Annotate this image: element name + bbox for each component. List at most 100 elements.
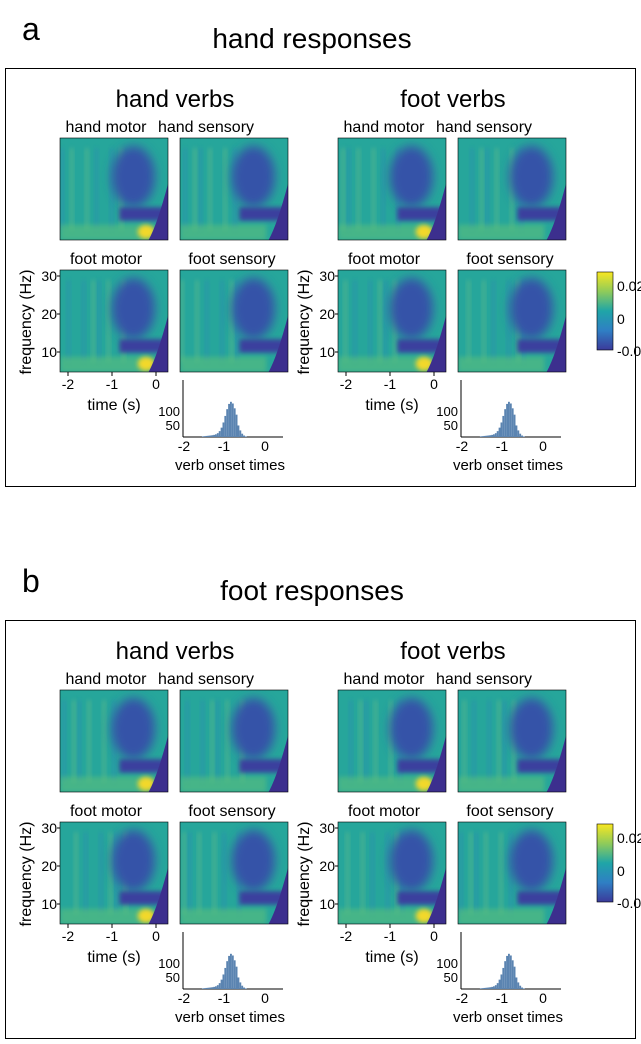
heatmap-streak (371, 148, 375, 230)
y-tick-label: 30 (319, 268, 335, 284)
heatmap-blob (232, 278, 275, 339)
heatmap-low (180, 777, 266, 792)
heatmap-low (60, 909, 146, 924)
heatmap-streak (459, 832, 463, 914)
cell-title: foot motor (348, 251, 421, 268)
hist-bar (510, 403, 512, 437)
hist-bar (232, 955, 234, 989)
hist-x-tick-label: -2 (456, 990, 469, 1006)
heatmap-low (458, 357, 544, 372)
heatmap (60, 822, 173, 924)
heatmap-streak (353, 280, 357, 362)
hist-bar (234, 960, 236, 989)
hist-bar (239, 982, 241, 989)
heatmap-streak (216, 700, 220, 782)
hist-y-tick-label: 50 (444, 970, 458, 985)
heatmap-blob (390, 278, 433, 339)
heatmap-blob (112, 278, 155, 339)
hist-x-tick-label: -2 (456, 438, 469, 454)
hist-x-tick-label: -1 (218, 990, 231, 1006)
heatmap-blob (510, 830, 553, 891)
heatmap-low (458, 909, 544, 924)
heatmap-streak (472, 700, 476, 782)
x-tick-label: -1 (106, 928, 119, 944)
heatmap-blob (390, 830, 433, 891)
heatmap-blob (232, 698, 275, 759)
hist-bar (484, 988, 486, 989)
hist-x-tick-label: -1 (496, 438, 509, 454)
hist-bar (234, 408, 236, 437)
hist-bar (228, 956, 230, 989)
hist-bar (489, 987, 491, 989)
heatmap-streak (210, 700, 214, 782)
heatmap-streak (364, 700, 368, 782)
hist-bar (493, 986, 495, 989)
hist-bar (219, 431, 221, 437)
heatmap-streak (341, 148, 345, 230)
heatmap-streak (183, 148, 187, 230)
heatmap-blob (510, 698, 553, 759)
hist-bar (202, 436, 204, 437)
cell-title: foot sensory (466, 803, 553, 820)
cell-title: foot sensory (466, 251, 553, 268)
heatmap-streak (378, 280, 382, 362)
heatmap-streak (361, 832, 365, 914)
hist-bar (480, 988, 482, 989)
hist-bar (238, 425, 240, 437)
heatmap-streak (370, 832, 374, 914)
colorbar-label: -0.02 (617, 895, 641, 911)
heatmap (338, 822, 451, 924)
group-title: hand verbs (116, 86, 235, 113)
heatmap-streak (60, 148, 64, 230)
heatmap (60, 138, 173, 240)
hist-bar (211, 435, 213, 437)
heatmap-streak (485, 148, 489, 230)
hist-bar (514, 967, 516, 989)
x-tick-label: 0 (152, 928, 160, 944)
heatmap-streak (223, 148, 227, 230)
hist-bar (232, 403, 234, 437)
heatmap-streak (497, 700, 501, 782)
hist-bar (495, 433, 497, 437)
hist-bar (516, 425, 518, 437)
heatmap-streak (84, 832, 88, 914)
heatmap-streak (462, 700, 466, 782)
heatmap-streak (491, 280, 495, 362)
hist-bar (221, 428, 223, 437)
heatmap-low (180, 909, 266, 924)
hist-bar (239, 430, 241, 437)
hist-bar (521, 436, 523, 437)
hist-bar (223, 974, 225, 989)
heatmap-streak (467, 280, 471, 362)
x-tick-label: -2 (62, 376, 75, 392)
cell-title: hand sensory (436, 671, 532, 688)
hist-bar (501, 974, 503, 989)
hist-bar (221, 980, 223, 989)
hist-bar (502, 968, 504, 989)
hist-y-tick-label: 50 (166, 418, 180, 433)
hist-bar (241, 434, 243, 437)
hist-bar (512, 408, 514, 437)
hist-bar (512, 960, 514, 989)
hist-y-tick-label: 50 (166, 970, 180, 985)
y-tick-label: 20 (319, 306, 335, 322)
hist-bar (208, 436, 210, 437)
colorbar-label: 0 (617, 863, 625, 879)
heatmap-streak (110, 148, 114, 230)
hist-bar (209, 987, 211, 989)
colorbar-label: 0 (617, 311, 625, 327)
hist-bar (504, 961, 506, 989)
heatmap-streak (95, 148, 99, 230)
heatmap-streak (198, 148, 202, 230)
hist-bar (224, 968, 226, 989)
heatmap-streak (66, 280, 70, 362)
x-tick-label: -1 (384, 928, 397, 944)
heatmap-streak (499, 832, 503, 914)
panel-title: foot responses (220, 575, 404, 606)
heatmap (180, 690, 293, 792)
heatmap-streak (195, 280, 199, 362)
heatmap-streak (188, 832, 192, 914)
